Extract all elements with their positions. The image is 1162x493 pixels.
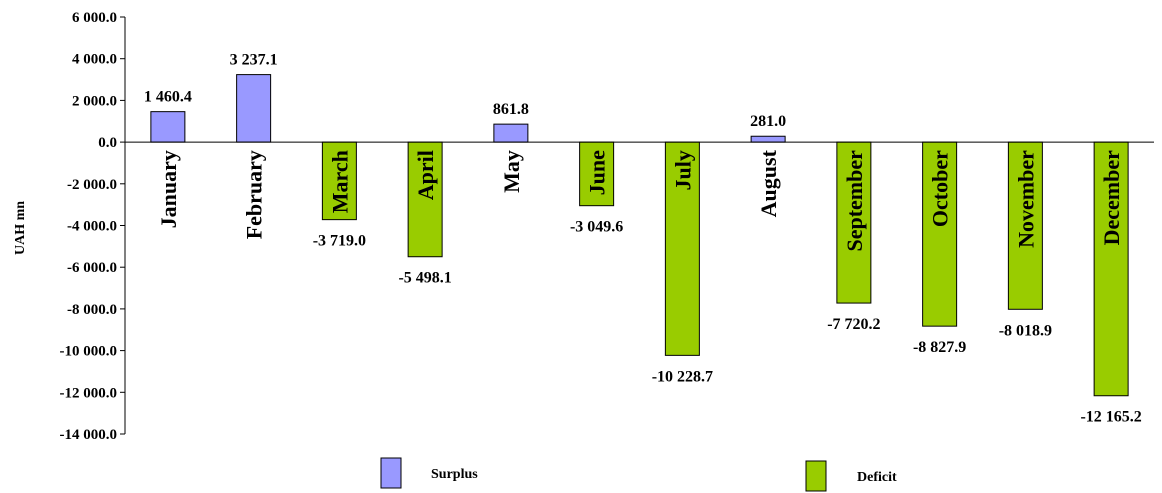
category-label-october: October [928, 150, 953, 227]
y-tick-label: 4 000.0 [72, 52, 117, 68]
value-label-january: 1 460.4 [144, 89, 192, 106]
category-label-may: May [499, 150, 524, 193]
y-tick-label: 0.0 [98, 135, 117, 151]
category-label-july: July [670, 150, 695, 190]
bar-february [236, 74, 272, 143]
value-label-may: 861.8 [493, 101, 529, 118]
y-tick-label: 2 000.0 [72, 93, 117, 109]
y-axis-label: UAH mn [13, 201, 28, 255]
bar-may [493, 123, 529, 143]
value-label-july: -10 228.7 [652, 368, 713, 385]
legend-swatch-surplus [380, 457, 402, 489]
y-tick-label: -12 000.0 [60, 385, 118, 401]
value-label-april: -5 498.1 [398, 270, 451, 287]
y-tick-label: -2 000.0 [67, 177, 117, 193]
y-tick-label: 6 000.0 [72, 10, 117, 26]
legend-label-surplus: Surplus [431, 467, 478, 482]
category-label-november: November [1013, 150, 1038, 248]
bar-january [150, 111, 186, 143]
value-label-september: -7 720.2 [827, 316, 880, 333]
y-tick-label: -8 000.0 [67, 302, 117, 318]
y-tick-label: -6 000.0 [67, 260, 117, 276]
category-label-april: April [413, 150, 438, 200]
bar-december [1093, 141, 1129, 397]
legend-label-deficit: Deficit [857, 470, 897, 485]
value-label-december: -12 165.2 [1080, 409, 1141, 426]
value-label-june: -3 049.6 [570, 219, 623, 236]
legend: Surplus Deficit [380, 457, 897, 492]
bar-september [836, 141, 872, 304]
y-tick-label: -4 000.0 [67, 219, 117, 235]
bars [125, 74, 1154, 397]
bar-november [1007, 141, 1043, 310]
category-labels: January February March April May June July Augu… [156, 149, 1124, 251]
y-tick-label: -10 000.0 [60, 344, 118, 360]
value-label-february: 3 237.1 [230, 52, 278, 69]
category-label-march: March [327, 150, 352, 213]
value-labels: 1 460.4 3 237.1 -3 719.0 -5 498.1 861.8 -3 04… [144, 52, 1142, 426]
bar-october [922, 141, 958, 327]
category-label-february: February [242, 150, 267, 239]
category-label-august: August [756, 149, 781, 217]
bar-august [750, 135, 786, 143]
category-label-december: December [1099, 150, 1124, 246]
category-label-june: June [585, 150, 610, 195]
legend-swatch-deficit [805, 460, 827, 492]
value-label-november: -8 018.9 [999, 322, 1052, 339]
value-label-march: -3 719.0 [313, 233, 366, 250]
value-label-august: 281.0 [750, 113, 786, 130]
y-axis: 6 000.0 4 000.0 2 000.0 0.0 -2 000.0 -4 000.0… [60, 10, 126, 443]
y-tick-label: -14 000.0 [60, 427, 118, 443]
category-label-september: September [842, 150, 867, 252]
value-label-october: -8 827.9 [913, 339, 966, 356]
category-label-january: January [156, 150, 181, 228]
bar-march [321, 141, 357, 221]
